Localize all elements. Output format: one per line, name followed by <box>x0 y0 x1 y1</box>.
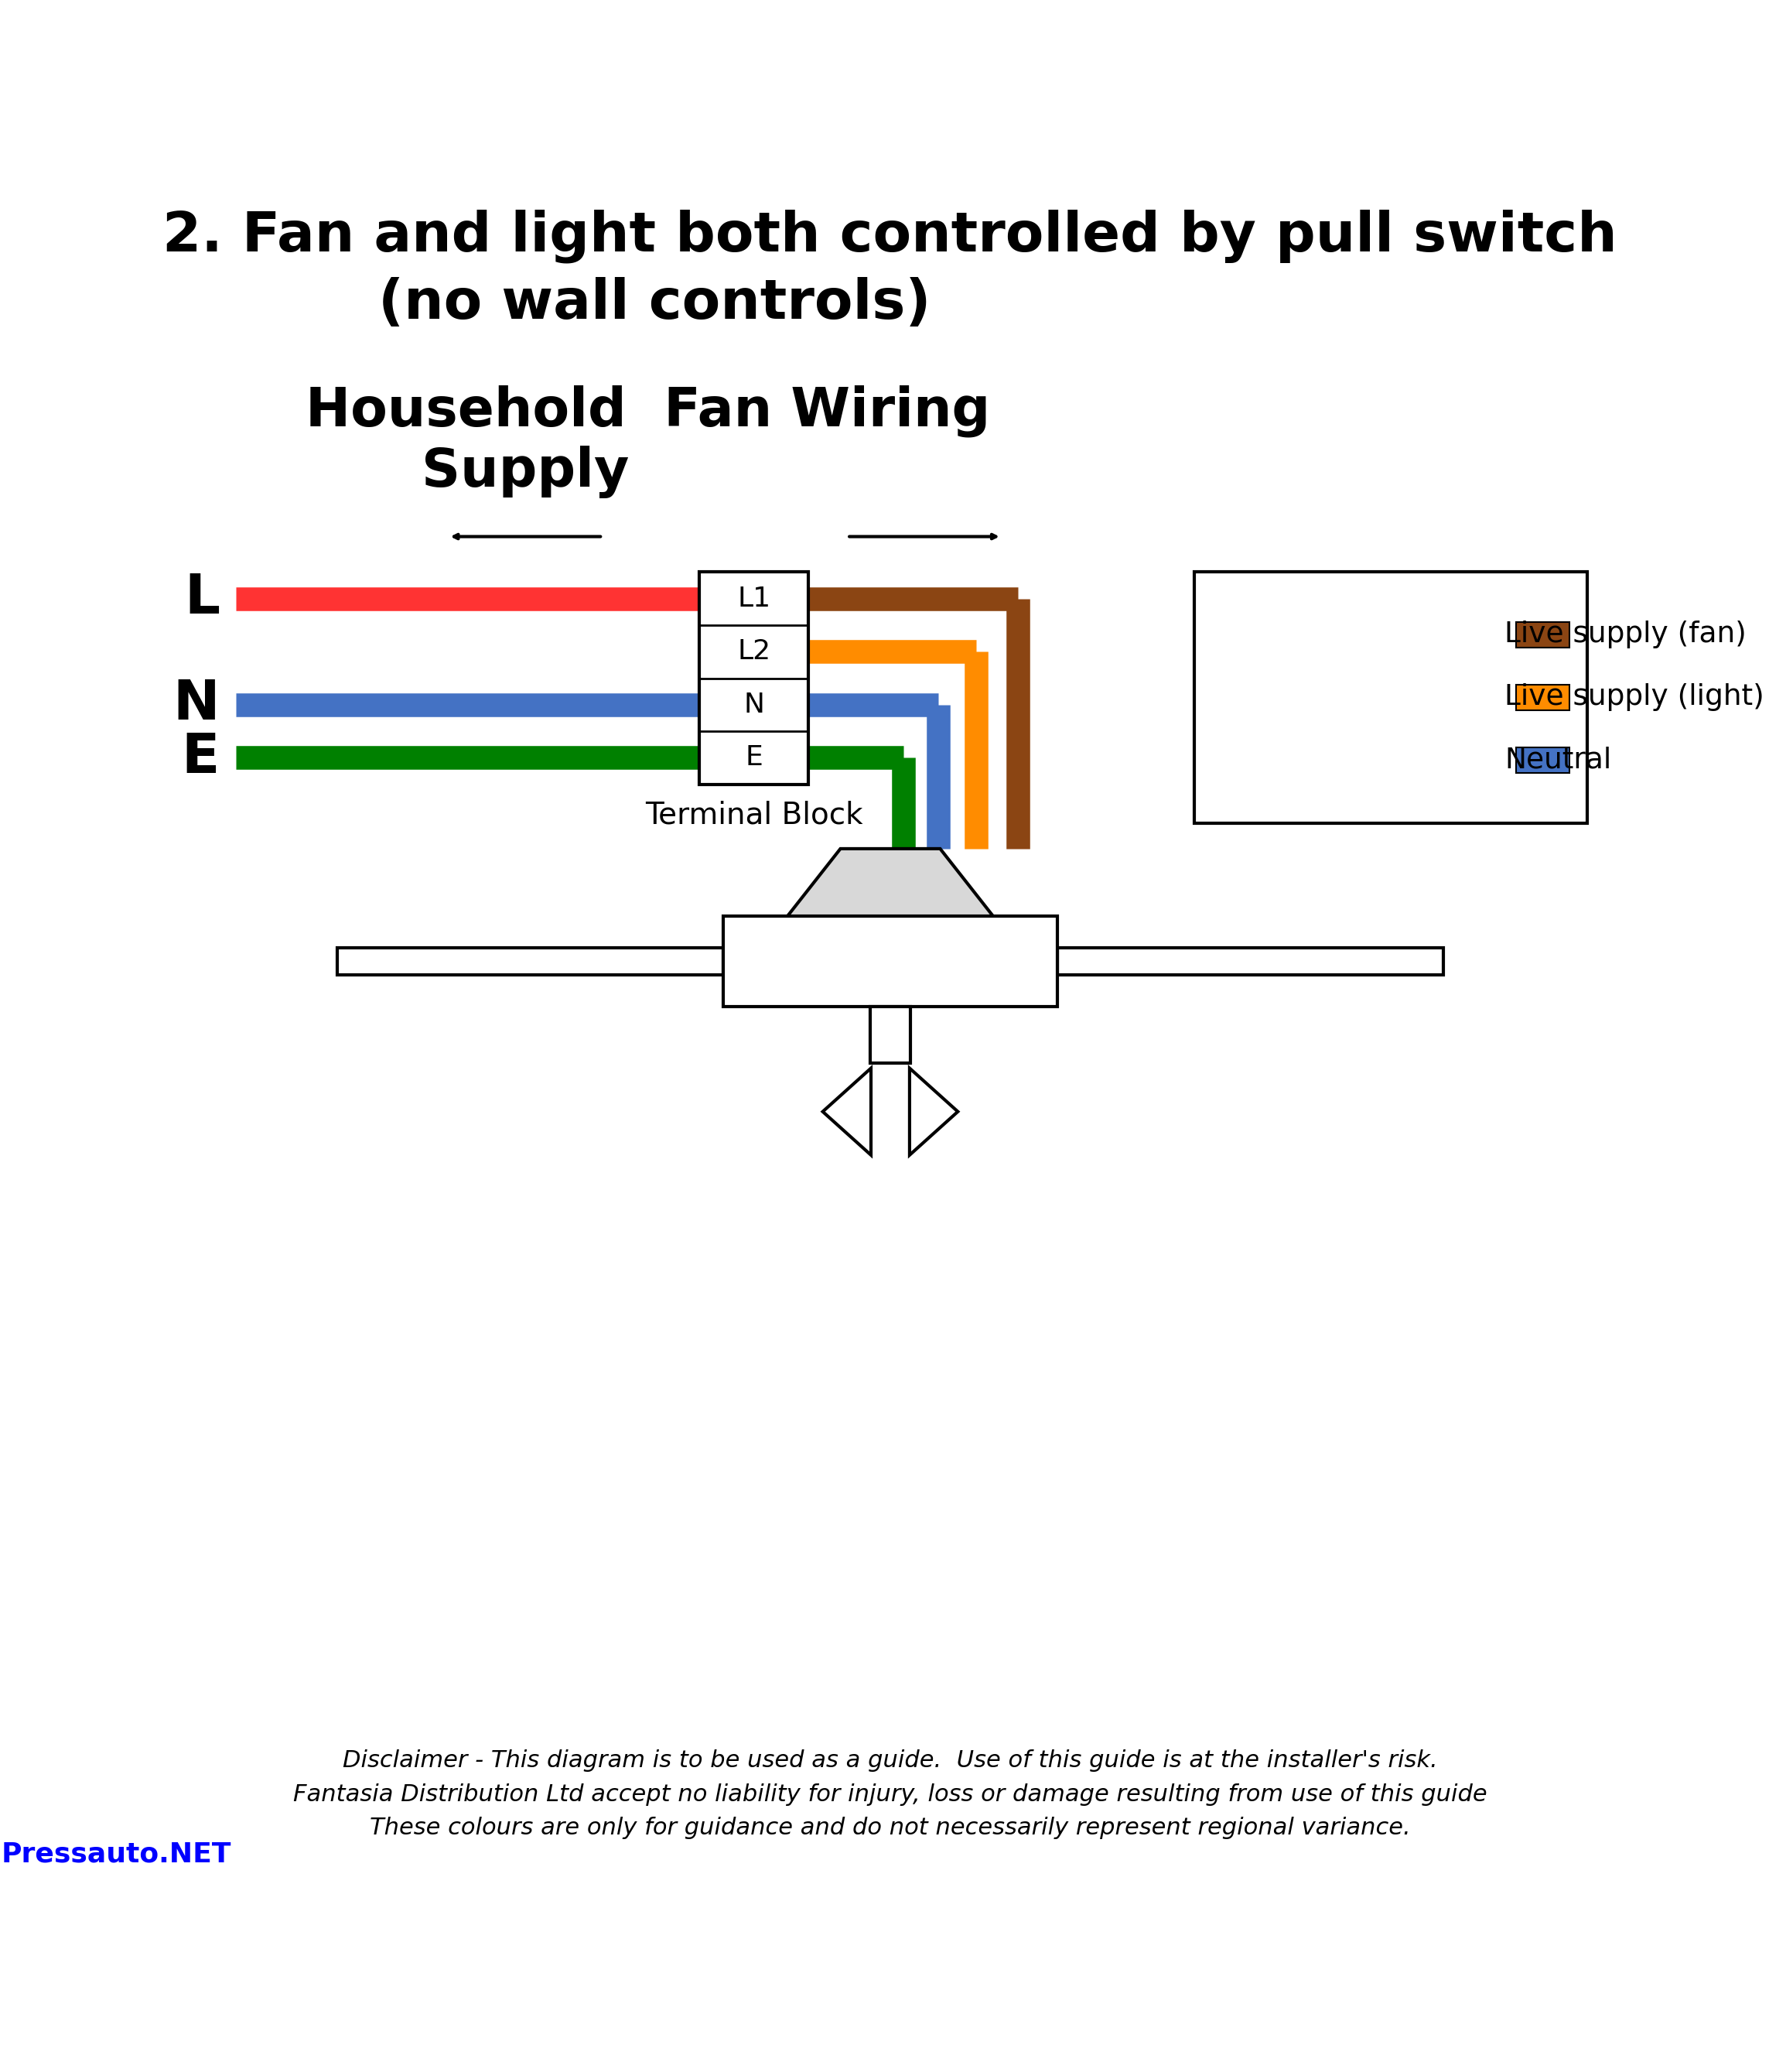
Text: Supply: Supply <box>421 445 630 499</box>
Text: N: N <box>173 678 219 731</box>
Bar <box>870 1007 911 1063</box>
Bar <box>336 947 724 974</box>
Polygon shape <box>909 1069 957 1154</box>
Text: Live supply (fan): Live supply (fan) <box>1505 622 1746 649</box>
Text: Live supply (light): Live supply (light) <box>1505 684 1764 711</box>
Text: N: N <box>743 692 764 717</box>
Text: Household  Fan Wiring: Household Fan Wiring <box>306 385 991 437</box>
Text: L: L <box>184 572 219 626</box>
Bar <box>1516 748 1569 773</box>
Bar <box>1058 947 1444 974</box>
Text: Fantasia Distribution Ltd accept no liability for injury, loss or damage resulti: Fantasia Distribution Ltd accept no liab… <box>294 1784 1488 1805</box>
Text: Terminal Block: Terminal Block <box>646 800 863 831</box>
Polygon shape <box>823 1069 870 1154</box>
Text: Disclaimer - This diagram is to be used as a guide.  Use of this guide is at the: Disclaimer - This diagram is to be used … <box>343 1749 1438 1772</box>
Bar <box>724 916 1058 1007</box>
Text: (no wall controls): (no wall controls) <box>379 278 930 332</box>
Bar <box>699 572 808 785</box>
Polygon shape <box>787 850 992 916</box>
Text: L2: L2 <box>738 638 771 665</box>
Text: E: E <box>745 744 762 771</box>
Text: Neutral: Neutral <box>1505 746 1612 775</box>
Text: Pressauto.NET: Pressauto.NET <box>2 1842 232 1867</box>
Bar <box>1516 684 1569 711</box>
Text: L1: L1 <box>738 586 771 611</box>
Bar <box>1516 622 1569 649</box>
Bar <box>1194 572 1587 823</box>
Text: E: E <box>182 731 219 785</box>
Text: 2. Fan and light both controlled by pull switch: 2. Fan and light both controlled by pull… <box>163 209 1617 263</box>
Text: These colours are only for guidance and do not necessarily represent regional va: These colours are only for guidance and … <box>370 1817 1410 1840</box>
